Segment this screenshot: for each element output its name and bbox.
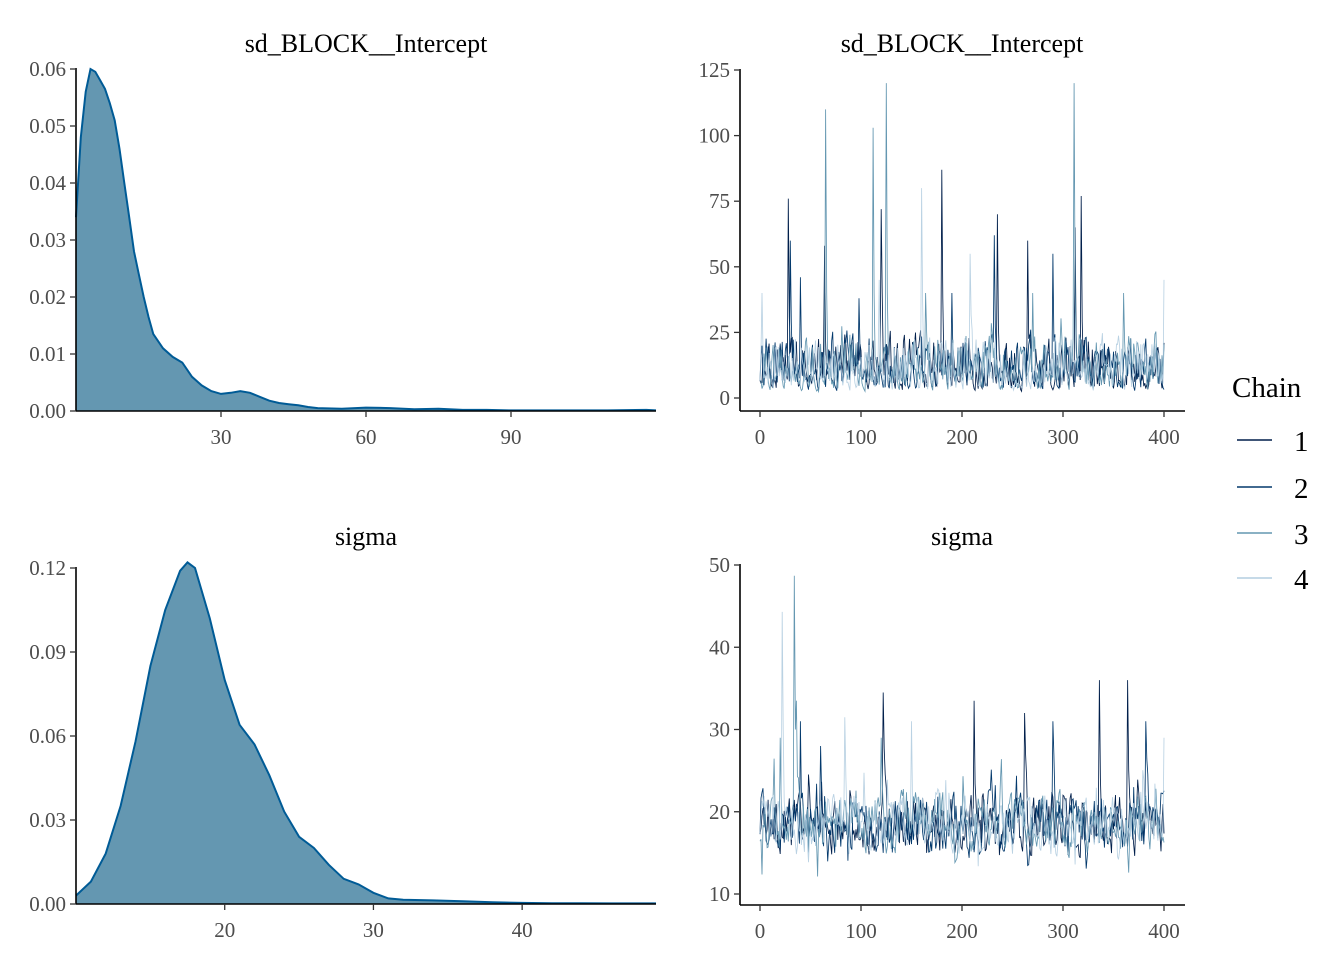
y-tick-label: 20	[709, 800, 730, 824]
legend: Chain 1 2 3 4	[1232, 372, 1309, 596]
trace-lines-group	[759, 575, 1165, 877]
y-tick-label: 40	[709, 635, 730, 659]
y-tick-label: 125	[699, 58, 731, 82]
density-line	[75, 67, 657, 412]
trace-line-chain-4	[759, 188, 1165, 392]
density-area-group	[75, 561, 656, 905]
trace-line-chain-3	[759, 83, 1165, 394]
trace-line-chain-2	[759, 721, 1165, 869]
x-tick-label: 60	[356, 425, 377, 449]
y-tick-label: 0.03	[29, 808, 66, 832]
trace-line-chain-1	[759, 680, 1165, 859]
panel-title: sigma	[931, 522, 994, 551]
density-area	[76, 69, 656, 411]
density-area-group	[75, 67, 657, 412]
panel-trace-sd-block-intercept: sd_BLOCK__Intercept 0 25 50 75 100 125 0 100 20…	[699, 29, 1185, 449]
legend-item-3: 3	[1237, 519, 1309, 551]
y-tick-label: 0.01	[29, 342, 66, 366]
x-tick-label: 30	[363, 918, 384, 942]
panel-trace-sigma: sigma 10 20 30 40 50 0 100 200 300 400	[709, 522, 1185, 943]
x-axis: 30 60 90	[76, 410, 656, 449]
y-tick-label: 0.05	[29, 114, 66, 138]
x-tick-label: 90	[501, 425, 522, 449]
y-tick-label: 0.00	[29, 892, 66, 916]
y-axis: 10 20 30 40 50	[709, 553, 741, 906]
density-line	[75, 561, 656, 905]
x-tick-label: 100	[845, 919, 877, 943]
panel-density-sd-block-intercept: sd_BLOCK__Intercept 0.00 0.01 0.02 0.03 0.04…	[29, 29, 657, 449]
x-tick-label: 200	[946, 919, 978, 943]
y-tick-label: 25	[709, 320, 730, 344]
y-tick-label: 0.06	[29, 57, 66, 81]
y-tick-label: 0.04	[29, 171, 66, 195]
y-tick-label: 75	[709, 189, 730, 213]
trace-line-chain-4	[759, 611, 1165, 867]
legend-item-1: 1	[1237, 426, 1309, 458]
y-tick-label: 50	[709, 553, 730, 577]
x-tick-label: 300	[1047, 919, 1079, 943]
y-tick-label: 0.06	[29, 724, 66, 748]
y-axis: 0.00 0.01 0.02 0.03 0.04 0.05 0.06	[29, 57, 77, 423]
x-tick-label: 40	[512, 918, 533, 942]
x-axis: 0 100 200 300 400	[740, 904, 1185, 943]
legend-label: 3	[1294, 519, 1309, 551]
y-tick-label: 0	[720, 386, 731, 410]
y-axis: 0.00 0.03 0.06 0.09 0.12	[29, 556, 77, 916]
panel-title: sigma	[335, 522, 398, 551]
x-tick-label: 0	[755, 919, 766, 943]
trace-lines-group	[759, 83, 1165, 394]
y-tick-label: 0.09	[29, 640, 66, 664]
x-tick-label: 100	[845, 425, 877, 449]
panel-title: sd_BLOCK__Intercept	[245, 29, 488, 58]
y-tick-label: 30	[709, 718, 730, 742]
legend-label: 2	[1294, 473, 1309, 505]
y-tick-label: 100	[699, 124, 731, 148]
y-tick-label: 0.02	[29, 285, 66, 309]
y-tick-label: 0.00	[29, 399, 66, 423]
legend-label: 1	[1294, 426, 1309, 458]
y-axis: 0 25 50 75 100 125	[699, 58, 741, 411]
x-tick-label: 200	[946, 425, 978, 449]
density-area	[76, 562, 656, 904]
panel-title: sd_BLOCK__Intercept	[841, 29, 1084, 58]
y-tick-label: 10	[709, 882, 730, 906]
x-tick-label: 400	[1148, 425, 1180, 449]
y-tick-label: 0.03	[29, 228, 66, 252]
y-tick-label: 50	[709, 255, 730, 279]
legend-item-4: 4	[1237, 564, 1309, 596]
x-tick-label: 300	[1047, 425, 1079, 449]
y-tick-label: 0.12	[29, 556, 66, 580]
x-axis: 20 30 40	[76, 903, 656, 942]
x-tick-label: 20	[214, 918, 235, 942]
x-tick-label: 400	[1148, 919, 1180, 943]
x-tick-label: 0	[755, 425, 766, 449]
legend-item-2: 2	[1237, 473, 1309, 505]
legend-title: Chain	[1232, 372, 1302, 404]
panel-density-sigma: sigma 0.00 0.03 0.06 0.09 0.12 20 30 40	[29, 522, 656, 942]
legend-label: 4	[1294, 564, 1309, 596]
x-tick-label: 30	[211, 425, 232, 449]
x-axis: 0 100 200 300 400	[740, 410, 1185, 449]
